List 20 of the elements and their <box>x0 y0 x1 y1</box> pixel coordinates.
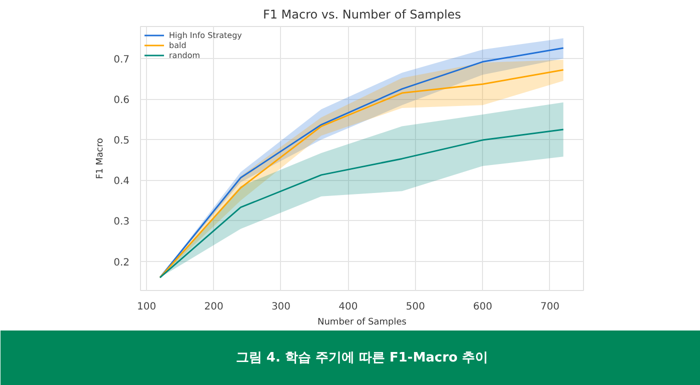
x-tick-label: 300 <box>271 302 291 312</box>
y-tick-label: 0.4 <box>114 176 130 188</box>
y-tick-label: 0.5 <box>114 136 130 147</box>
legend-label: High Info Strategy <box>169 30 242 40</box>
x-tick-label: 700 <box>540 302 560 312</box>
y-tick-label: 0.7 <box>114 54 130 66</box>
chart-title: F1 Macro vs. Number of Samples <box>262 8 462 22</box>
legend-label: bald <box>169 40 188 50</box>
x-tick-label: 600 <box>473 302 492 312</box>
x-tick-label: 100 <box>137 302 156 312</box>
caption: 그림 4. 학습 주기에 따른 F1-Macro 추이 <box>236 350 488 366</box>
x-tick-label: 200 <box>204 302 224 312</box>
x-tick-label: 500 <box>406 302 425 312</box>
legend-label: random <box>169 50 200 60</box>
y-tick-label: 0.2 <box>114 257 130 268</box>
y-tick-label: 0.6 <box>114 95 130 106</box>
x-axis-title: Number of Samples <box>318 318 407 328</box>
y-tick-label: 0.3 <box>114 216 130 228</box>
x-tick-label: 400 <box>338 302 358 312</box>
y-axis-title: F1 Macro <box>96 138 106 179</box>
